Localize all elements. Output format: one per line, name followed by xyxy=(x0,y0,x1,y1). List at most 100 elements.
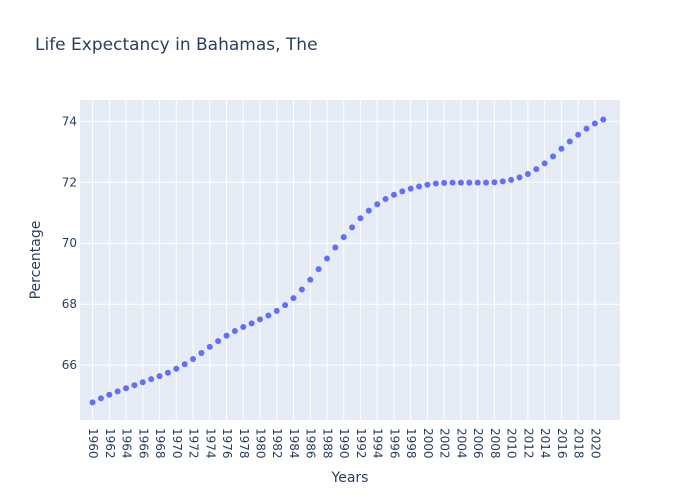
y-tick-label: 66 xyxy=(62,358,77,372)
data-point[interactable] xyxy=(215,338,222,345)
x-tick-label: 2008 xyxy=(488,428,502,459)
x-tick-label: 1990 xyxy=(337,428,351,459)
data-point[interactable] xyxy=(499,178,506,185)
x-tick-label: 1964 xyxy=(120,428,134,459)
data-point[interactable] xyxy=(575,131,582,138)
data-point[interactable] xyxy=(156,373,163,380)
data-point[interactable] xyxy=(231,328,238,335)
data-point[interactable] xyxy=(600,116,607,123)
x-tick-label: 1962 xyxy=(103,428,117,459)
data-point[interactable] xyxy=(282,302,289,309)
data-points xyxy=(89,116,607,406)
data-point[interactable] xyxy=(390,191,397,198)
x-tick-label: 2018 xyxy=(572,428,586,459)
y-tick-label: 72 xyxy=(62,175,77,189)
data-point[interactable] xyxy=(407,185,414,192)
data-point[interactable] xyxy=(583,125,590,132)
x-tick-label: 2002 xyxy=(438,428,452,459)
x-tick-label: 2004 xyxy=(454,428,468,459)
data-point[interactable] xyxy=(474,179,481,186)
data-point[interactable] xyxy=(441,179,448,186)
data-point[interactable] xyxy=(524,171,531,178)
data-point[interactable] xyxy=(323,255,330,262)
data-point[interactable] xyxy=(114,388,121,395)
x-tick-label: 1980 xyxy=(254,428,268,459)
data-point[interactable] xyxy=(591,120,598,127)
data-point[interactable] xyxy=(315,266,322,273)
x-tick-label: 1986 xyxy=(304,428,318,459)
data-point[interactable] xyxy=(332,244,339,251)
x-tick-label: 2006 xyxy=(471,428,485,459)
data-point[interactable] xyxy=(541,160,548,167)
x-tick-label: 1984 xyxy=(287,428,301,459)
y-axis-title: Percentage xyxy=(28,221,44,300)
data-point[interactable] xyxy=(424,181,431,188)
data-point[interactable] xyxy=(566,138,573,145)
data-point[interactable] xyxy=(399,188,406,195)
data-point[interactable] xyxy=(516,174,523,181)
data-point[interactable] xyxy=(173,365,180,372)
data-point[interactable] xyxy=(148,376,155,383)
x-tick-label: 2010 xyxy=(505,428,519,459)
data-point[interactable] xyxy=(533,166,540,173)
x-tick-label: 1972 xyxy=(187,428,201,459)
data-point[interactable] xyxy=(139,379,146,386)
data-point[interactable] xyxy=(432,180,439,187)
data-point[interactable] xyxy=(374,201,381,208)
data-point[interactable] xyxy=(164,369,171,376)
x-tick-label: 1974 xyxy=(203,428,217,459)
x-tick-label: 1960 xyxy=(86,428,100,459)
data-point[interactable] xyxy=(97,395,104,402)
data-point[interactable] xyxy=(106,391,113,398)
y-tick-label: 68 xyxy=(62,297,77,311)
chart-title: Life Expectancy in Bahamas, The xyxy=(35,35,318,55)
data-point[interactable] xyxy=(248,320,255,327)
data-point[interactable] xyxy=(550,153,557,160)
data-point[interactable] xyxy=(483,179,490,186)
data-point[interactable] xyxy=(382,196,389,203)
data-point[interactable] xyxy=(290,295,297,302)
data-point[interactable] xyxy=(131,382,138,389)
data-point[interactable] xyxy=(257,316,263,323)
x-tick-label: 1970 xyxy=(170,428,184,459)
data-point[interactable] xyxy=(491,179,498,186)
data-point[interactable] xyxy=(508,176,515,183)
x-tick-label: 1992 xyxy=(354,428,368,459)
x-tick-label: 1966 xyxy=(136,428,150,459)
x-tick-label: 1994 xyxy=(371,428,385,459)
y-tick-label: 70 xyxy=(62,236,77,250)
x-tick-label: 1978 xyxy=(237,428,251,459)
data-point[interactable] xyxy=(89,399,96,406)
gridlines xyxy=(80,100,620,420)
data-point[interactable] xyxy=(123,385,130,392)
x-tick-labels: 1960 1962 1964 1966 1968 1970 1972 1974 1976 1978… xyxy=(86,428,602,459)
data-point[interactable] xyxy=(340,234,347,241)
data-point[interactable] xyxy=(198,349,205,356)
x-tick-label: 2012 xyxy=(521,428,535,459)
data-point[interactable] xyxy=(416,183,423,190)
y-tick-label: 74 xyxy=(62,114,77,128)
data-point[interactable] xyxy=(181,361,188,368)
data-point[interactable] xyxy=(223,332,230,339)
data-point[interactable] xyxy=(273,307,280,314)
x-tick-label: 1988 xyxy=(320,428,334,459)
data-point[interactable] xyxy=(457,179,464,186)
data-point[interactable] xyxy=(206,343,213,350)
data-point[interactable] xyxy=(190,356,197,363)
x-axis-title: Years xyxy=(331,470,369,486)
data-point[interactable] xyxy=(265,312,272,319)
x-tick-label: 1976 xyxy=(220,428,234,459)
data-point[interactable] xyxy=(307,276,314,283)
x-tick-label: 2020 xyxy=(588,428,602,459)
data-point[interactable] xyxy=(357,215,364,222)
x-tick-label: 2014 xyxy=(538,428,552,459)
x-tick-label: 2000 xyxy=(421,428,435,459)
data-point[interactable] xyxy=(365,207,372,214)
data-point[interactable] xyxy=(466,179,473,186)
data-point[interactable] xyxy=(349,224,356,231)
data-point[interactable] xyxy=(449,179,456,186)
data-point[interactable] xyxy=(240,324,247,331)
data-point[interactable] xyxy=(298,286,305,293)
data-point[interactable] xyxy=(558,145,565,152)
